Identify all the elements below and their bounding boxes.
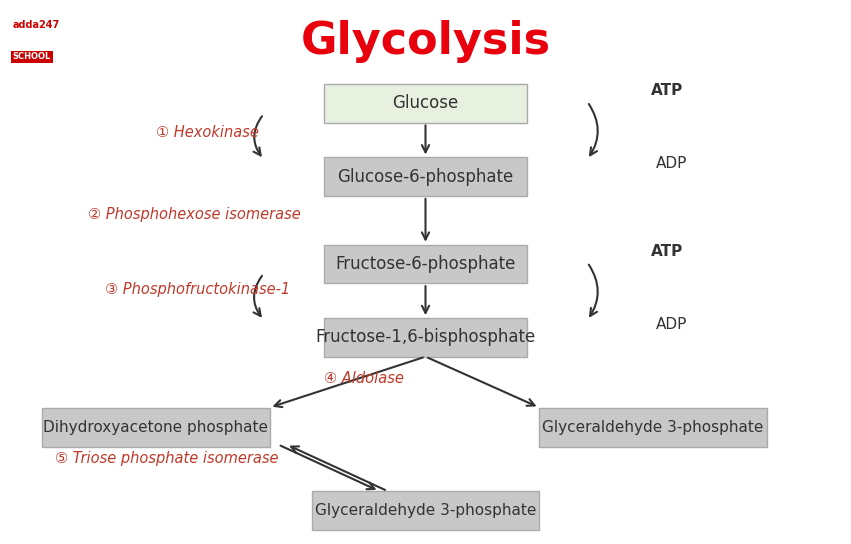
Text: Dihydroxyacetone phosphate: Dihydroxyacetone phosphate [43, 420, 268, 435]
Text: Glyceraldehyde 3-phosphate: Glyceraldehyde 3-phosphate [315, 503, 536, 518]
FancyBboxPatch shape [324, 318, 527, 357]
FancyBboxPatch shape [540, 408, 767, 447]
Text: Glycolysis: Glycolysis [300, 20, 551, 63]
Text: SCHOOL: SCHOOL [13, 52, 51, 61]
FancyBboxPatch shape [311, 491, 540, 530]
FancyBboxPatch shape [324, 245, 527, 283]
Text: ⑤ Triose phosphate isomerase: ⑤ Triose phosphate isomerase [54, 451, 278, 466]
Text: Fructose-6-phosphate: Fructose-6-phosphate [335, 255, 516, 273]
Text: ATP: ATP [651, 244, 683, 259]
FancyBboxPatch shape [324, 84, 527, 122]
Text: ① Hexokinase: ① Hexokinase [156, 125, 259, 140]
Text: ATP: ATP [651, 83, 683, 98]
FancyBboxPatch shape [42, 408, 270, 447]
Text: Glucose-6-phosphate: Glucose-6-phosphate [337, 168, 514, 186]
Text: ② Phosphohexose isomerase: ② Phosphohexose isomerase [89, 207, 301, 221]
Text: ③ Phosphofructokinase-1: ③ Phosphofructokinase-1 [106, 282, 290, 296]
Text: Glyceraldehyde 3-phosphate: Glyceraldehyde 3-phosphate [542, 420, 763, 435]
Text: Fructose-1,6-bisphosphate: Fructose-1,6-bisphosphate [316, 329, 535, 347]
FancyBboxPatch shape [324, 157, 527, 196]
Text: ADP: ADP [655, 156, 687, 171]
Text: ADP: ADP [655, 317, 687, 332]
Text: ④ Aldolase: ④ Aldolase [324, 370, 404, 386]
Text: adda247: adda247 [13, 20, 60, 30]
Text: Glucose: Glucose [392, 94, 459, 112]
